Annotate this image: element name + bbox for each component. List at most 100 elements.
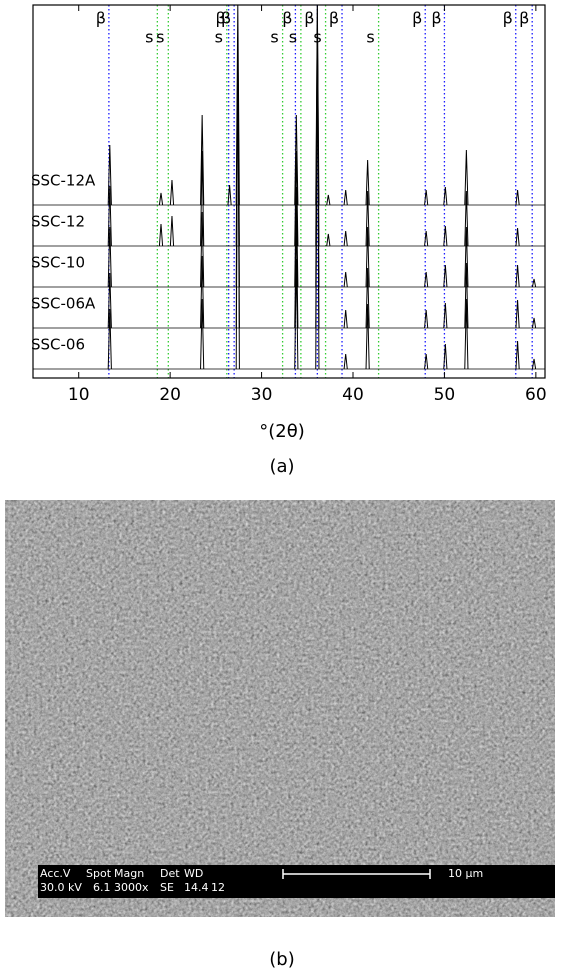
info-label: Acc.V bbox=[40, 867, 71, 880]
diffraction-peak bbox=[365, 226, 370, 288]
diffraction-peak bbox=[343, 353, 348, 370]
series-label: SSC-12A bbox=[31, 172, 96, 190]
diffraction-peak bbox=[107, 185, 112, 247]
diffraction-peak bbox=[107, 144, 112, 206]
phase-marker-label: β bbox=[304, 9, 314, 28]
info-label: WD bbox=[184, 867, 203, 880]
diffraction-peak bbox=[343, 271, 348, 288]
diffraction-peak bbox=[200, 255, 205, 329]
diffraction-peak bbox=[235, 38, 240, 370]
diffraction-peak bbox=[326, 233, 331, 247]
phase-marker-label: β bbox=[519, 9, 529, 28]
info-label: Spot bbox=[86, 867, 112, 880]
diffraction-peak bbox=[365, 267, 370, 329]
diffraction-peak bbox=[294, 150, 299, 247]
info-value: 3000x bbox=[114, 881, 149, 894]
phase-marker-label: s bbox=[289, 28, 297, 47]
diffraction-peak bbox=[443, 302, 448, 329]
diffraction-peak bbox=[515, 299, 520, 329]
caption-a: (a) bbox=[269, 456, 294, 477]
diffraction-peak bbox=[200, 211, 205, 288]
sem-image: 10 µm bbox=[5, 500, 555, 917]
diffraction-peak bbox=[515, 340, 520, 370]
x-tick-label: 40 bbox=[342, 385, 364, 405]
diffraction-peak bbox=[443, 186, 448, 206]
phase-marker-label: s bbox=[156, 28, 164, 47]
phase-marker-label: s bbox=[215, 28, 223, 47]
phase-marker-label: s bbox=[313, 28, 321, 47]
plot-area bbox=[33, 5, 545, 378]
diffraction-peak bbox=[464, 226, 469, 288]
diffraction-peak bbox=[531, 358, 537, 370]
diffraction-peak bbox=[158, 223, 164, 247]
diffraction-peak bbox=[169, 215, 175, 247]
phase-marker-label: β bbox=[96, 9, 106, 28]
diffraction-peak bbox=[443, 343, 448, 370]
diffraction-peak bbox=[531, 317, 537, 329]
info-value: 14.4 bbox=[184, 881, 209, 894]
phase-marker-label: β bbox=[503, 9, 513, 28]
diffraction-peak bbox=[158, 192, 164, 206]
series-label: SSC-06A bbox=[31, 295, 96, 313]
diffraction-peak bbox=[464, 149, 469, 206]
diffraction-peak bbox=[169, 179, 175, 206]
phase-marker-label: β bbox=[216, 9, 226, 28]
diffraction-peak bbox=[464, 298, 469, 370]
diffraction-peak bbox=[294, 186, 299, 288]
diffraction-peak bbox=[294, 114, 299, 206]
series-label: SSC-06 bbox=[31, 336, 85, 354]
sem-texture bbox=[5, 500, 555, 917]
diffraction-peak bbox=[424, 230, 429, 247]
diffraction-peak bbox=[107, 272, 112, 329]
diffraction-peak bbox=[531, 278, 537, 288]
diffraction-peak bbox=[107, 308, 112, 370]
diffraction-peak bbox=[515, 189, 520, 206]
diffraction-peak bbox=[326, 194, 331, 206]
info-label: Magn bbox=[114, 867, 144, 880]
diffraction-peak bbox=[515, 264, 520, 288]
info-label: Det bbox=[160, 867, 180, 880]
x-tick-label: 60 bbox=[525, 385, 547, 405]
diffraction-peak bbox=[343, 230, 348, 247]
phase-marker-label: β bbox=[329, 9, 339, 28]
diffraction-peak bbox=[443, 264, 448, 288]
diffraction-peak bbox=[464, 262, 469, 329]
diffraction-peak bbox=[424, 189, 429, 206]
diffraction-peak bbox=[343, 309, 348, 329]
info-value: 12 bbox=[211, 881, 225, 894]
series-label: SSC-12 bbox=[31, 213, 85, 231]
diffraction-peak bbox=[227, 184, 232, 206]
diffraction-peak bbox=[464, 190, 469, 247]
diffraction-peak bbox=[443, 225, 448, 247]
phase-marker-label: β bbox=[282, 9, 292, 28]
phase-marker-label: s bbox=[270, 28, 278, 47]
x-tick-label: 30 bbox=[251, 385, 273, 405]
phase-marker-label: β bbox=[412, 9, 422, 28]
diffraction-peak bbox=[294, 217, 299, 329]
scale-bar-label: 10 µm bbox=[448, 867, 483, 880]
x-tick-label: 10 bbox=[68, 385, 90, 405]
info-bar bbox=[38, 865, 555, 898]
diffraction-peak bbox=[343, 189, 348, 206]
diffraction-peak bbox=[315, 28, 320, 370]
diffraction-peak bbox=[365, 190, 370, 247]
caption-b: (b) bbox=[269, 949, 294, 970]
diffraction-peak bbox=[365, 303, 370, 370]
diffraction-peak bbox=[294, 258, 299, 370]
diffraction-peak bbox=[200, 150, 205, 247]
diffraction-peak bbox=[424, 309, 429, 329]
plot-frame bbox=[32, 4, 546, 379]
x-tick-label: 20 bbox=[159, 385, 181, 405]
diffraction-peak bbox=[200, 114, 205, 206]
diffraction-peak bbox=[424, 271, 429, 288]
diffraction-peak bbox=[515, 227, 520, 247]
info-value: SE bbox=[160, 881, 174, 894]
series-label: SSC-10 bbox=[31, 254, 85, 272]
diffraction-peak bbox=[200, 298, 205, 370]
phase-marker-label: s bbox=[145, 28, 153, 47]
diffraction-peak bbox=[365, 159, 370, 206]
info-value: 30.0 kV bbox=[40, 881, 82, 894]
x-tick-label: 50 bbox=[434, 385, 456, 405]
diffraction-peak bbox=[424, 353, 429, 370]
